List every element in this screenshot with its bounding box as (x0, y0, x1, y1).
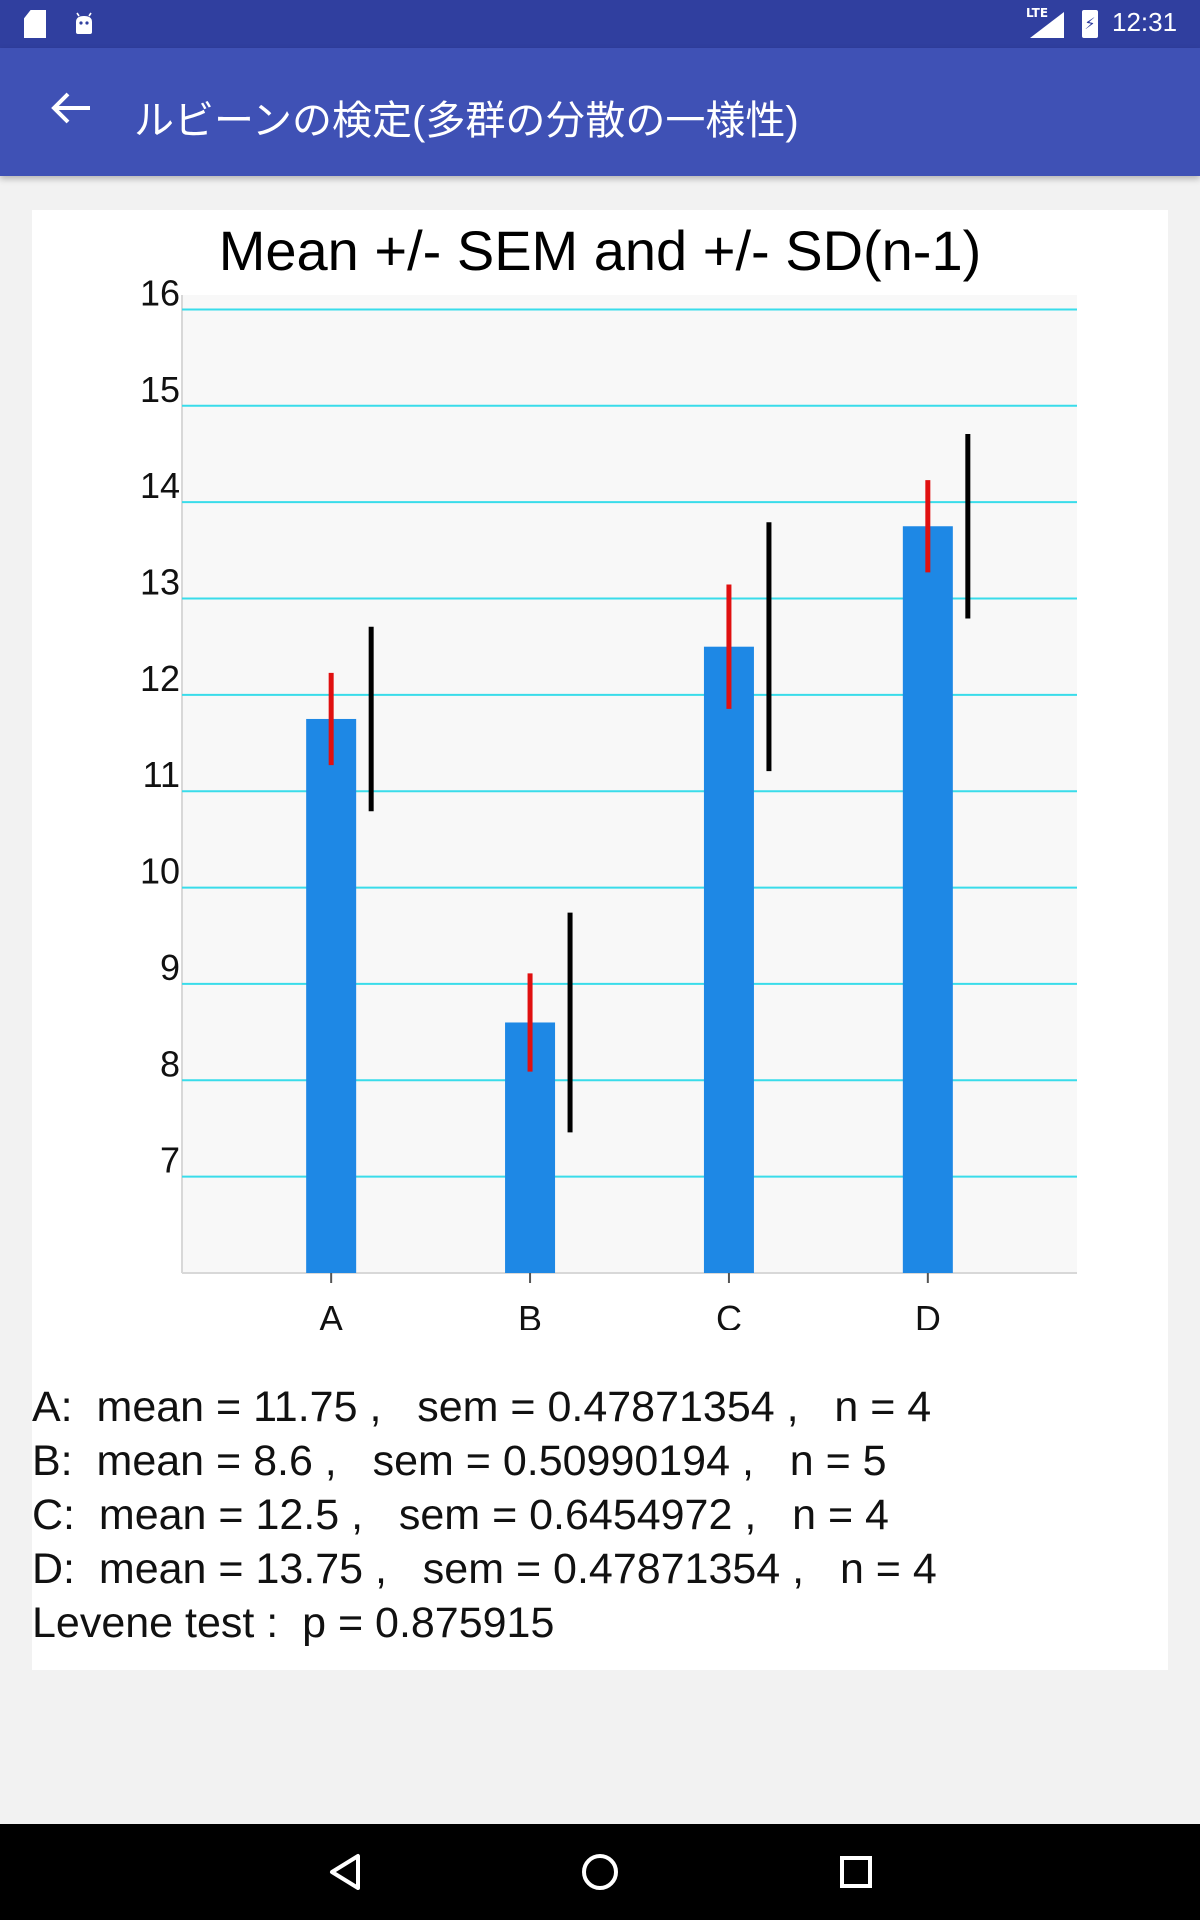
bar-chart: Mean +/- SEM and +/- SD(n-1) 7 8 9 10 11 12 13 1… (140, 219, 1077, 1330)
group-stat-line: B: mean = 8.6 , sem = 0.50990194 , n = 5 (32, 1437, 887, 1485)
group-stat-line: D: mean = 13.75 , sem = 0.47871354 , n =… (32, 1545, 937, 1593)
app-bar: ルビーンの検定(多群の分散の一様性) (0, 48, 1200, 176)
back-triangle-icon[interactable] (320, 1846, 372, 1898)
arrow-back-icon[interactable] (40, 76, 104, 140)
content-card: Mean +/- SEM and +/- SD(n-1) 7 8 9 10 11 12 13 1… (32, 210, 1168, 1670)
y-tick-label: 14 (140, 465, 180, 506)
recents-square-icon[interactable] (830, 1846, 882, 1898)
y-tick-label: 13 (140, 562, 180, 603)
bar-C (703, 646, 754, 1273)
y-tick-label: 15 (140, 369, 180, 410)
y-tick-label: 16 (140, 272, 180, 313)
y-tick-label: 8 (160, 1043, 180, 1084)
y-tick-label: 7 (160, 1140, 180, 1181)
group-stat-line: A: mean = 11.75 , sem = 0.47871354 , n =… (32, 1383, 932, 1431)
y-tick-label: 11 (143, 754, 180, 795)
chart-title: Mean +/- SEM and +/- SD(n-1) (219, 219, 982, 282)
status-bar: LTE ⚡ 12:31 (0, 0, 1200, 48)
sd-card-icon (24, 10, 46, 38)
bar-D (902, 526, 953, 1273)
x-tick-label: D (915, 1298, 941, 1330)
y-tick-label: 10 (140, 851, 180, 892)
home-circle-icon[interactable] (574, 1846, 626, 1898)
group-stat-line: C: mean = 12.5 , sem = 0.6454972 , n = 4 (32, 1491, 889, 1539)
signal-icon (1030, 12, 1064, 38)
x-tick-label: C (716, 1298, 742, 1330)
bar-A (306, 718, 357, 1273)
clock: 12:31 (1112, 7, 1178, 37)
levene-result: Levene test : p = 0.875915 (32, 1599, 555, 1647)
lte-label: LTE (1026, 6, 1049, 20)
y-tick-label: 12 (140, 658, 180, 699)
nav-bar (0, 1824, 1200, 1920)
x-tick-label: B (518, 1298, 542, 1330)
y-tick-label: 9 (160, 947, 180, 988)
stats-block: A: mean = 11.75 , sem = 0.47871354 , n =… (32, 1380, 1168, 1650)
page-title: ルビーンの検定(多群の分散の一様性) (134, 99, 799, 143)
x-tick-label: A (319, 1298, 343, 1330)
android-debug-icon (76, 12, 92, 34)
battery-charging-icon: ⚡ (1082, 10, 1098, 38)
